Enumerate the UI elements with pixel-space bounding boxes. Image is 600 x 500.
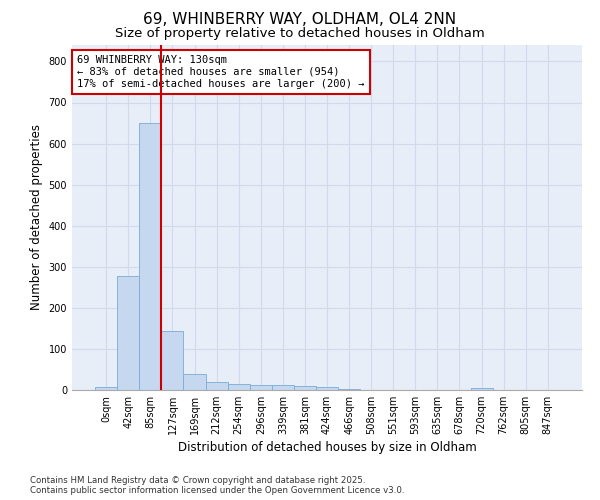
Bar xyxy=(250,384,272,390)
Text: 69, WHINBERRY WAY, OLDHAM, OL4 2NN: 69, WHINBERRY WAY, OLDHAM, OL4 2NN xyxy=(143,12,457,28)
X-axis label: Distribution of detached houses by size in Oldham: Distribution of detached houses by size … xyxy=(178,441,476,454)
Bar xyxy=(338,389,360,390)
Text: Size of property relative to detached houses in Oldham: Size of property relative to detached ho… xyxy=(115,28,485,40)
Text: Contains HM Land Registry data © Crown copyright and database right 2025.
Contai: Contains HM Land Registry data © Crown c… xyxy=(30,476,404,495)
Bar xyxy=(184,374,206,390)
Bar xyxy=(206,382,227,390)
Bar xyxy=(117,276,139,390)
Bar xyxy=(227,384,250,390)
Bar xyxy=(272,384,294,390)
Bar xyxy=(139,123,161,390)
Text: 69 WHINBERRY WAY: 130sqm
← 83% of detached houses are smaller (954)
17% of semi-: 69 WHINBERRY WAY: 130sqm ← 83% of detach… xyxy=(77,56,365,88)
Bar xyxy=(316,387,338,390)
Bar xyxy=(294,386,316,390)
Y-axis label: Number of detached properties: Number of detached properties xyxy=(30,124,43,310)
Bar xyxy=(95,386,117,390)
Bar xyxy=(470,388,493,390)
Bar xyxy=(161,332,184,390)
